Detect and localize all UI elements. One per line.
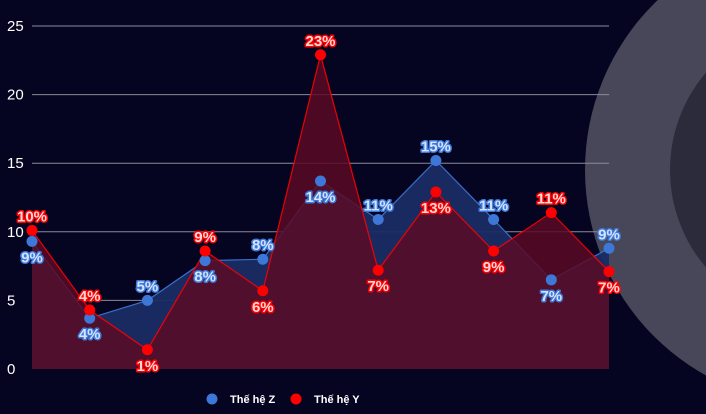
data-point	[603, 266, 615, 278]
data-label: 15%	[421, 138, 451, 155]
y-tick-label: 0	[7, 361, 15, 378]
data-label: 11%	[364, 197, 393, 214]
series-area	[32, 54, 609, 369]
data-label: 11%	[479, 197, 508, 214]
data-point	[84, 312, 96, 324]
data-labels: 9% 10% 4% 4% 5% 1% 8% 9% 8% 6% 14% 23% 11% 7% 15% 13% 11…	[15, 31, 621, 376]
data-points	[26, 49, 615, 356]
data-label: 13%	[421, 200, 451, 217]
legend: Thế hệ Z Thế hệ Y	[206, 393, 360, 406]
legend-label: Thế hệ Y	[314, 394, 360, 406]
data-label: 7%	[367, 278, 389, 295]
data-point	[315, 175, 326, 187]
data-label: 4%	[79, 326, 101, 343]
data-point	[257, 253, 269, 265]
data-label: 11%	[537, 191, 566, 208]
legend-marker	[290, 393, 302, 405]
data-label: 7%	[598, 280, 620, 297]
series-areas	[31, 54, 610, 369]
data-label: 6%	[252, 299, 274, 316]
data-label: 9%	[483, 259, 505, 276]
data-label: 8%	[194, 269, 216, 286]
data-label: 7%	[540, 288, 562, 305]
data-point	[257, 285, 269, 297]
data-label: 9%	[194, 229, 216, 246]
data-label: 4%	[79, 288, 101, 305]
data-label: 5%	[137, 278, 159, 295]
decorative-ring-inner	[670, 72, 706, 268]
data-label: 9%	[598, 226, 620, 243]
data-label: 23%	[305, 33, 335, 50]
data-point	[26, 224, 38, 236]
y-tick-label: 25	[7, 18, 24, 35]
data-label: 14%	[305, 189, 335, 206]
data-point	[84, 304, 96, 316]
decorative-ring-outer	[585, 0, 706, 376]
data-label: 8%	[252, 237, 274, 254]
data-point	[545, 207, 557, 219]
data-point	[430, 154, 442, 166]
data-point	[315, 49, 326, 61]
data-point	[603, 242, 615, 254]
data-point	[372, 264, 384, 276]
data-point	[199, 245, 211, 257]
data-label: 9%	[21, 249, 43, 266]
y-axis: 0 5 10 15 20 25	[7, 18, 24, 378]
y-tick-label: 5	[7, 292, 15, 309]
data-point	[26, 235, 38, 247]
data-point	[545, 274, 557, 286]
data-point	[372, 213, 384, 225]
data-label: 1%	[137, 358, 159, 375]
data-point	[199, 255, 211, 267]
legend-label: Thế hệ Z	[230, 394, 276, 406]
data-point	[141, 344, 153, 356]
data-label: 10%	[17, 208, 47, 225]
y-tick-label: 10	[7, 224, 24, 241]
y-tick-label: 20	[7, 87, 24, 104]
background-decoration	[585, 0, 706, 376]
data-point	[488, 245, 500, 257]
y-tick-label: 15	[7, 155, 24, 172]
data-point	[488, 213, 500, 225]
data-point	[141, 294, 153, 306]
data-point	[430, 186, 442, 198]
legend-marker	[206, 393, 218, 405]
